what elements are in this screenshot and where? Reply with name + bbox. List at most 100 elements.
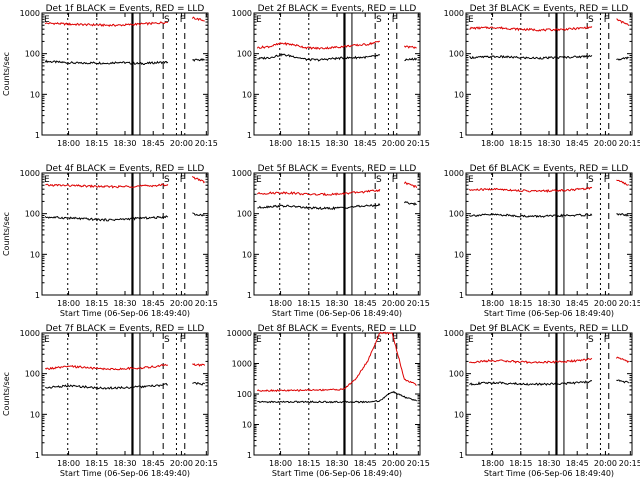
x-tick-label: 18:30 — [537, 299, 560, 308]
plot-frame — [253, 12, 421, 136]
panel-4: Det 4f BLACK = Events, RED = LLD 1000 100 1… — [2, 164, 218, 318]
y-tick-label: 10 — [242, 421, 252, 430]
x-tick-label: 18:15 — [85, 459, 108, 468]
plot-frame — [41, 172, 209, 296]
x-tick-label: 18:00 — [57, 459, 80, 468]
panel-title: Det 5f BLACK = Events, RED = LLD — [258, 164, 417, 174]
x-tick-label: 18:30 — [113, 459, 136, 468]
panel-7: Det 7f BLACK = Events, RED = LLD 1000 100 1… — [2, 324, 218, 478]
x-tick-label: 18:00 — [57, 299, 80, 308]
marker-E: E — [256, 175, 262, 185]
marker-E: E — [468, 335, 474, 345]
x-tick-label: 18:00 — [269, 459, 292, 468]
x-tick-label: 18:45 — [566, 299, 589, 308]
series-line-lld — [44, 16, 205, 28]
marker-E: E — [256, 335, 262, 345]
y-tick-label: 1 — [459, 291, 464, 300]
x-tick-label: 20:00 — [382, 459, 405, 468]
y-tick-label: 10 — [454, 250, 464, 259]
x-tick-label: 20:00 — [170, 299, 193, 308]
x-axis-label: Start Time (06-Sep-06 18:49:40) — [60, 309, 190, 318]
panel-1: Det 1f BLACK = Events, RED = LLD 1000 100 1… — [2, 4, 218, 148]
series-line-events — [257, 52, 418, 62]
x-tick-label: 20:15 — [195, 459, 218, 468]
series-line-events — [469, 54, 629, 61]
series-line-lld — [256, 40, 417, 50]
series-line-lld — [44, 363, 206, 371]
x-tick-label: 18:45 — [566, 139, 589, 148]
y-tick-label: 1000 — [20, 9, 40, 18]
x-axis-label: Start Time (06-Sep-06 18:49:40) — [272, 309, 402, 318]
panel-3: Det 3f BLACK = Events, RED = LLD 1000 100 1… — [444, 4, 640, 148]
marker-E: E — [468, 175, 474, 185]
y-tick-label: 10 — [242, 250, 252, 259]
x-tick-label: 18:30 — [113, 299, 136, 308]
x-tick-label: 18:15 — [297, 299, 320, 308]
y-tick-label: 1 — [459, 451, 464, 460]
x-tick-label: 20:15 — [407, 299, 430, 308]
panel-title: Det 6f BLACK = Events, RED = LLD — [470, 164, 629, 174]
x-tick-label: 20:00 — [170, 139, 193, 148]
marker-F: F — [180, 15, 185, 25]
y-tick-label: 1000 — [232, 9, 252, 18]
panel-title: Det 8f BLACK = Events, RED = LLD — [258, 324, 417, 334]
panel-2: Det 2f BLACK = Events, RED = LLD 1000 100 1… — [232, 4, 430, 148]
x-tick-label: 18:15 — [509, 299, 532, 308]
y-axis-label: Counts/sec — [2, 212, 11, 256]
panel-6: Det 6f BLACK = Events, RED = LLD 1000 100 1… — [444, 164, 640, 318]
series-line-lld — [45, 175, 206, 189]
x-tick-label: 20:15 — [195, 139, 218, 148]
panel-title: Det 1f BLACK = Events, RED = LLD — [46, 4, 205, 14]
x-tick-label: 20:15 — [619, 139, 640, 148]
y-tick-label: 10000 — [227, 329, 252, 338]
panel-5: Det 5f BLACK = Events, RED = LLD 1000 100 1… — [232, 164, 430, 318]
series-line-lld — [256, 181, 418, 197]
marker-S: S — [376, 175, 382, 185]
y-tick-label: 1000 — [20, 169, 40, 178]
plot-frame — [41, 332, 209, 456]
panel-title: Det 3f BLACK = Events, RED = LLD — [470, 4, 629, 14]
plot-frame — [253, 332, 421, 456]
marker-S: S — [164, 15, 170, 25]
series-line-lld — [469, 356, 630, 365]
x-axis-label: Start Time (06-Sep-06 18:49:40) — [272, 469, 402, 478]
plot-frame — [465, 332, 633, 456]
y-tick-label: 100 — [449, 210, 464, 219]
x-tick-label: 18:30 — [113, 139, 136, 148]
y-tick-label: 100 — [237, 390, 252, 399]
plot-frame — [253, 172, 421, 296]
y-tick-label: 10 — [30, 90, 40, 99]
x-tick-label: 18:45 — [354, 139, 377, 148]
x-tick-label: 20:00 — [382, 299, 405, 308]
marker-S: S — [588, 335, 594, 345]
x-tick-label: 20:00 — [594, 459, 617, 468]
x-tick-label: 18:45 — [142, 459, 165, 468]
x-axis-label: Start Time (06-Sep-06 18:49:40) — [484, 309, 614, 318]
marker-F: F — [392, 175, 397, 185]
x-tick-label: 18:45 — [354, 299, 377, 308]
y-tick-label: 100 — [237, 210, 252, 219]
x-tick-label: 18:30 — [537, 139, 560, 148]
x-tick-label: 18:15 — [85, 139, 108, 148]
panel-9: Det 9f BLACK = Events, RED = LLD 1000 100 1… — [444, 324, 640, 478]
marker-E: E — [44, 335, 50, 345]
y-tick-label: 1000 — [232, 169, 252, 178]
x-tick-label: 18:30 — [537, 459, 560, 468]
plot-frame — [41, 12, 209, 136]
series-line-events — [45, 381, 205, 390]
marker-S: S — [164, 175, 170, 185]
series-line-events — [257, 390, 418, 404]
x-tick-label: 18:30 — [325, 459, 348, 468]
y-axis-label: Counts/sec — [2, 372, 11, 416]
x-tick-label: 20:00 — [170, 459, 193, 468]
x-tick-label: 18:15 — [297, 459, 320, 468]
series-line-lld — [468, 179, 629, 194]
marker-F: F — [604, 335, 609, 345]
marker-F: F — [180, 335, 185, 345]
y-tick-label: 10 — [30, 410, 40, 419]
x-tick-label: 18:45 — [142, 299, 165, 308]
series-line-events — [469, 379, 630, 386]
y-tick-label: 100 — [25, 210, 40, 219]
series-line-lld — [469, 18, 630, 32]
